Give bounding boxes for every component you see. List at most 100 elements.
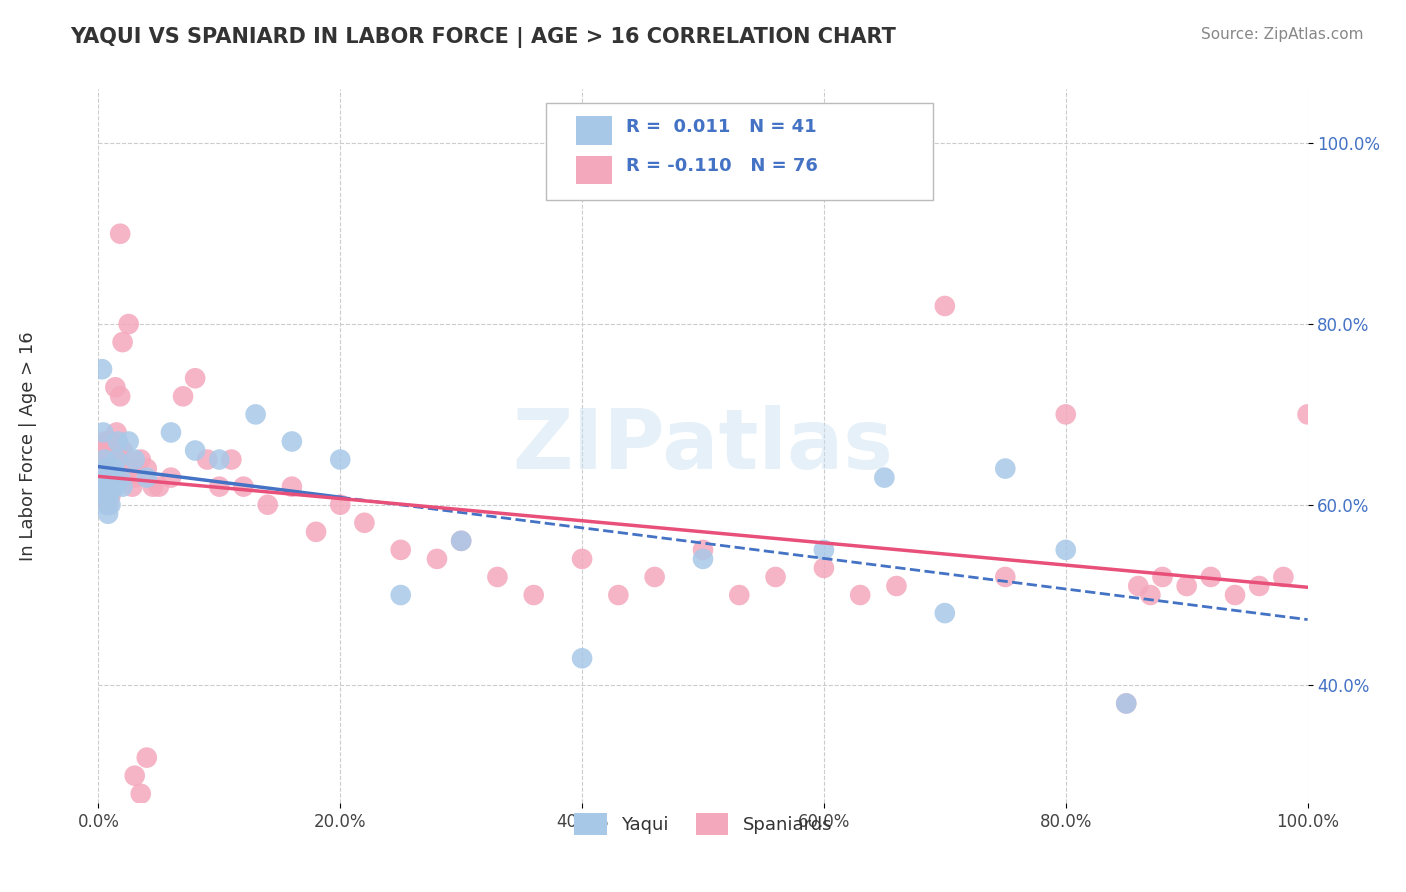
FancyBboxPatch shape [546, 103, 932, 200]
Point [118, 461, 141, 475]
Point [124, 769, 146, 783]
Point [104, 480, 127, 494]
Point [98, 461, 121, 475]
Point [93, 480, 115, 494]
Point [100, 470, 122, 484]
Point [124, 470, 146, 484]
Point [281, 480, 304, 494]
Point [245, 408, 267, 422]
Point [96, 470, 118, 484]
FancyBboxPatch shape [576, 155, 613, 184]
Legend: Yaqui, Spaniards: Yaqui, Spaniards [565, 804, 841, 844]
Point [232, 480, 254, 494]
Point [329, 452, 352, 467]
Point [100, 470, 122, 484]
Point [91, 425, 114, 440]
Point [813, 542, 835, 557]
Point [98, 489, 121, 503]
Point [103, 461, 125, 475]
Point [994, 461, 1017, 475]
Point [135, 470, 157, 484]
Point [142, 480, 165, 494]
Point [108, 227, 131, 241]
Point [93, 434, 115, 449]
Point [160, 470, 183, 484]
Point [184, 371, 207, 385]
Point [329, 498, 352, 512]
Point [114, 470, 136, 484]
Point [1199, 570, 1222, 584]
Point [1054, 542, 1077, 557]
Point [129, 452, 152, 467]
Point [98, 470, 121, 484]
Point [111, 335, 134, 350]
Text: R = -0.110   N = 76: R = -0.110 N = 76 [626, 157, 817, 175]
Text: R =  0.011   N = 41: R = 0.011 N = 41 [626, 118, 817, 136]
Point [97, 507, 120, 521]
Point [873, 470, 896, 484]
Point [994, 570, 1017, 584]
Point [107, 434, 129, 449]
Point [101, 461, 124, 475]
Point [98, 434, 121, 449]
Text: YAQUI VS SPANIARD IN LABOR FORCE | AGE > 16 CORRELATION CHART: YAQUI VS SPANIARD IN LABOR FORCE | AGE >… [70, 27, 896, 48]
Point [100, 489, 122, 503]
Point [101, 470, 124, 484]
Text: Source: ZipAtlas.com: Source: ZipAtlas.com [1201, 27, 1364, 42]
Point [221, 452, 243, 467]
Point [426, 552, 449, 566]
Point [281, 434, 304, 449]
Point [1115, 697, 1137, 711]
Point [103, 443, 125, 458]
Point [118, 317, 141, 331]
Point [644, 570, 666, 584]
Point [208, 452, 231, 467]
Point [160, 425, 183, 440]
Point [184, 443, 207, 458]
Point [389, 588, 412, 602]
Point [1054, 408, 1077, 422]
Point [607, 588, 630, 602]
Point [111, 480, 134, 494]
Point [96, 452, 118, 467]
Point [353, 516, 375, 530]
Point [1249, 579, 1271, 593]
Point [129, 787, 152, 801]
Point [124, 452, 146, 467]
Point [96, 489, 118, 503]
Point [94, 443, 117, 458]
Point [94, 480, 117, 494]
Point [107, 443, 129, 458]
Point [91, 362, 114, 376]
Point [692, 552, 714, 566]
Point [1128, 579, 1150, 593]
Point [934, 299, 956, 313]
Point [1139, 588, 1161, 602]
Text: In Labor Force | Age > 16: In Labor Force | Age > 16 [20, 331, 37, 561]
Point [692, 542, 714, 557]
Point [450, 533, 472, 548]
Point [389, 542, 412, 557]
Point [104, 380, 127, 394]
Point [486, 570, 509, 584]
Point [1152, 570, 1174, 584]
Point [1223, 588, 1246, 602]
Point [94, 461, 117, 475]
Point [100, 498, 122, 512]
Point [305, 524, 328, 539]
Text: ZIPatlas: ZIPatlas [513, 406, 893, 486]
Point [208, 480, 231, 494]
Point [195, 452, 218, 467]
Point [728, 588, 751, 602]
Point [108, 389, 131, 403]
Point [934, 606, 956, 620]
Point [121, 480, 143, 494]
Point [118, 434, 141, 449]
Point [94, 489, 117, 503]
Point [91, 452, 114, 467]
Point [813, 561, 835, 575]
Point [97, 461, 120, 475]
Point [135, 750, 157, 764]
Point [1115, 697, 1137, 711]
Point [97, 480, 120, 494]
